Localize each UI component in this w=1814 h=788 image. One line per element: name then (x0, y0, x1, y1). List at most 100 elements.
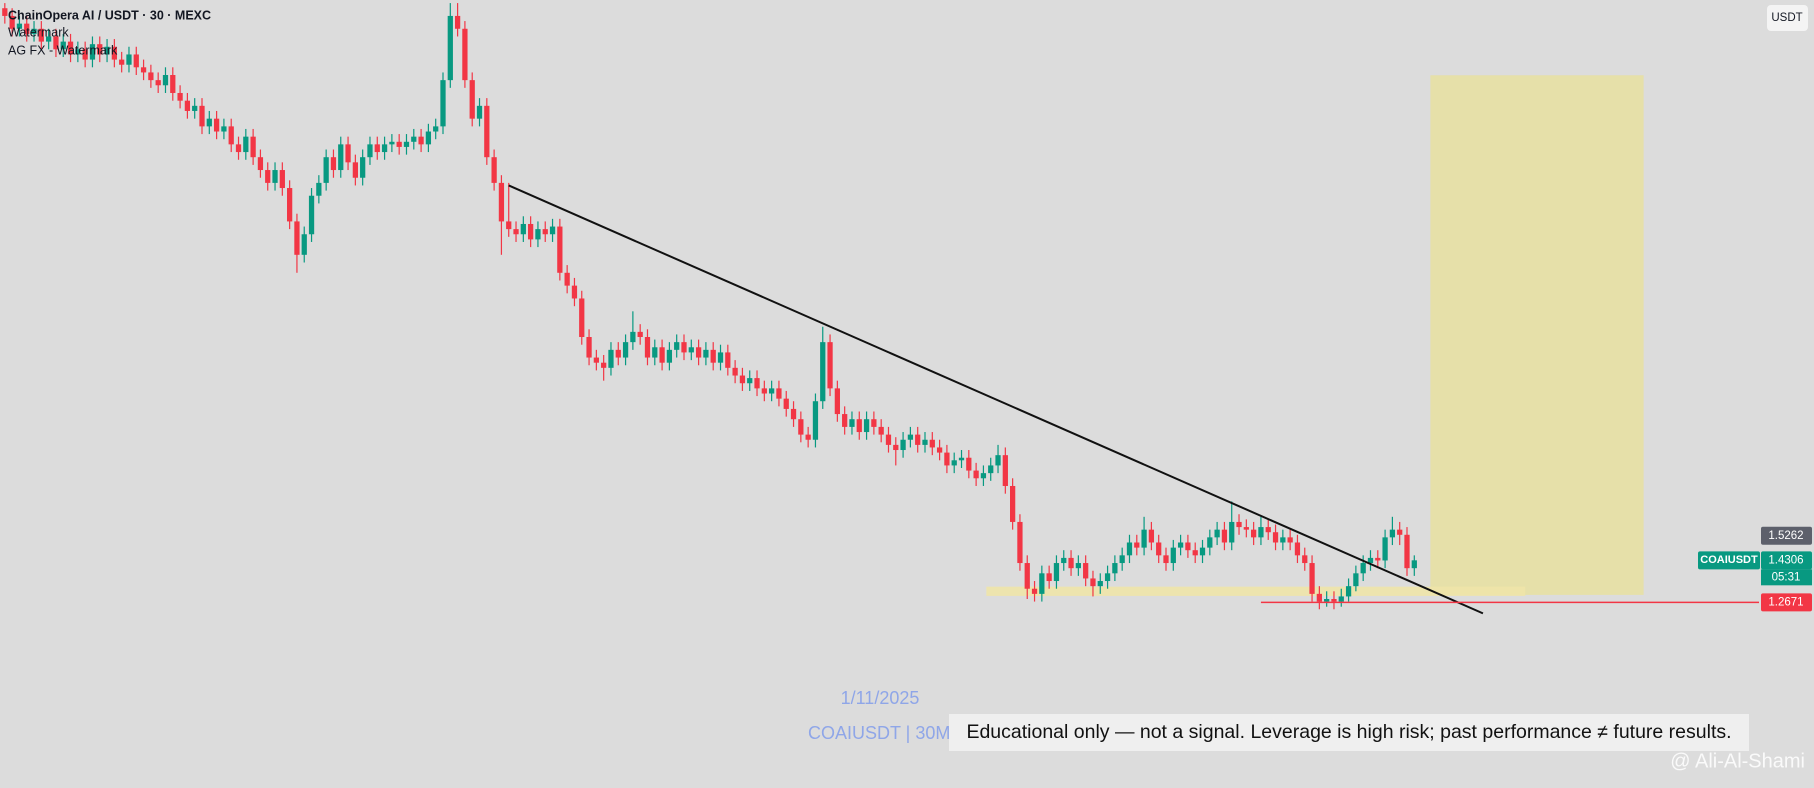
candle-body (1367, 557, 1374, 564)
candle-body (1068, 557, 1074, 569)
candle-body (958, 457, 965, 461)
candle-body (126, 54, 132, 65)
candle-body (447, 15, 453, 81)
currency-button[interactable] (1767, 5, 1808, 31)
disclaimer: Educational only — not a signal. Leverag… (966, 721, 1731, 743)
candle-body (915, 434, 921, 445)
candle-body (798, 419, 804, 435)
candle-body (622, 342, 629, 358)
candle-body (1316, 593, 1322, 602)
candle-body (695, 347, 702, 358)
candle-body (1243, 527, 1249, 530)
candle-body (1345, 586, 1352, 597)
candle-body (360, 157, 366, 178)
candle-body (666, 349, 673, 363)
candle-body (1134, 542, 1140, 548)
countdown: 05:31 (1772, 571, 1801, 583)
candle-body (31, 28, 37, 34)
candle-body (24, 23, 30, 34)
candle-body (265, 170, 271, 183)
candle-body (491, 157, 497, 183)
candle-body (374, 144, 380, 153)
candle-body (396, 141, 402, 147)
candle-body (710, 349, 716, 363)
candle-body (659, 347, 665, 363)
candle-body (323, 157, 329, 183)
candle-body (783, 398, 789, 409)
candle-body (111, 46, 117, 60)
candle-body (1126, 542, 1133, 556)
candle-body (301, 234, 307, 255)
candle-body (878, 426, 884, 435)
candle-body (885, 434, 892, 445)
candle-body (9, 15, 15, 29)
candle-body (1214, 529, 1220, 538)
reference-price: 1.5262 (1768, 530, 1803, 542)
candle-body (1389, 529, 1396, 538)
candle-body (936, 447, 943, 453)
candle-body (1236, 521, 1242, 528)
candle-body (53, 36, 59, 50)
candle-body (747, 378, 753, 384)
last-price-box (1761, 551, 1812, 570)
candle-body (192, 105, 198, 111)
candle-body (257, 157, 264, 171)
candle-body (1039, 573, 1045, 594)
candle-body (557, 226, 563, 273)
candle-body (1024, 563, 1030, 589)
author: @ Ali-Al-Shami (1670, 750, 1805, 772)
candle-body (681, 342, 687, 353)
candle-body (1163, 555, 1169, 564)
candle-body (601, 362, 607, 368)
candle-body (717, 352, 724, 363)
candle-body (75, 49, 81, 55)
candle-body (243, 136, 249, 153)
candle-body (82, 49, 88, 60)
candle-body (761, 388, 767, 394)
candle-body (89, 44, 96, 60)
support-zone (986, 586, 1526, 596)
candle-body (38, 28, 44, 42)
candle-body (1177, 542, 1184, 548)
candle-body (294, 221, 300, 255)
candle-body (1331, 599, 1337, 602)
candle-body (907, 434, 914, 440)
candle-body (60, 41, 66, 50)
candle-body (148, 72, 154, 81)
price-axis (1759, 0, 1814, 758)
candle-body (549, 226, 556, 235)
candle-body (1375, 557, 1381, 561)
candle-body (1148, 529, 1155, 543)
countdown-box (1761, 569, 1812, 586)
candle-body (1192, 550, 1198, 556)
candle-body (790, 408, 797, 420)
candle-body (1272, 532, 1279, 543)
candle-body (469, 80, 475, 119)
candle-body (454, 15, 461, 29)
candle-body (805, 434, 811, 440)
candle-body (235, 144, 242, 153)
candle-body (345, 144, 351, 163)
time-axis (0, 758, 1814, 788)
support-price-box (1761, 593, 1812, 612)
candle-body (330, 157, 337, 171)
candle-body (97, 44, 103, 55)
candle-body (425, 131, 432, 145)
candle-body (381, 144, 388, 153)
candle-body (608, 349, 614, 368)
candle-body (871, 419, 877, 427)
candle-body (140, 67, 147, 73)
candle-body (170, 75, 176, 93)
candle-body (104, 46, 110, 55)
candle-body (411, 136, 417, 142)
candle-body (630, 331, 636, 343)
candle-body (1360, 563, 1366, 574)
watermark-date: 1/11/2025 (841, 688, 920, 708)
currency-label[interactable]: USDT (1771, 12, 1802, 24)
candle-body (440, 80, 446, 127)
candle-body (988, 465, 994, 474)
candle-body (1185, 542, 1191, 551)
candle-body (732, 367, 738, 376)
candle-body (688, 347, 694, 353)
